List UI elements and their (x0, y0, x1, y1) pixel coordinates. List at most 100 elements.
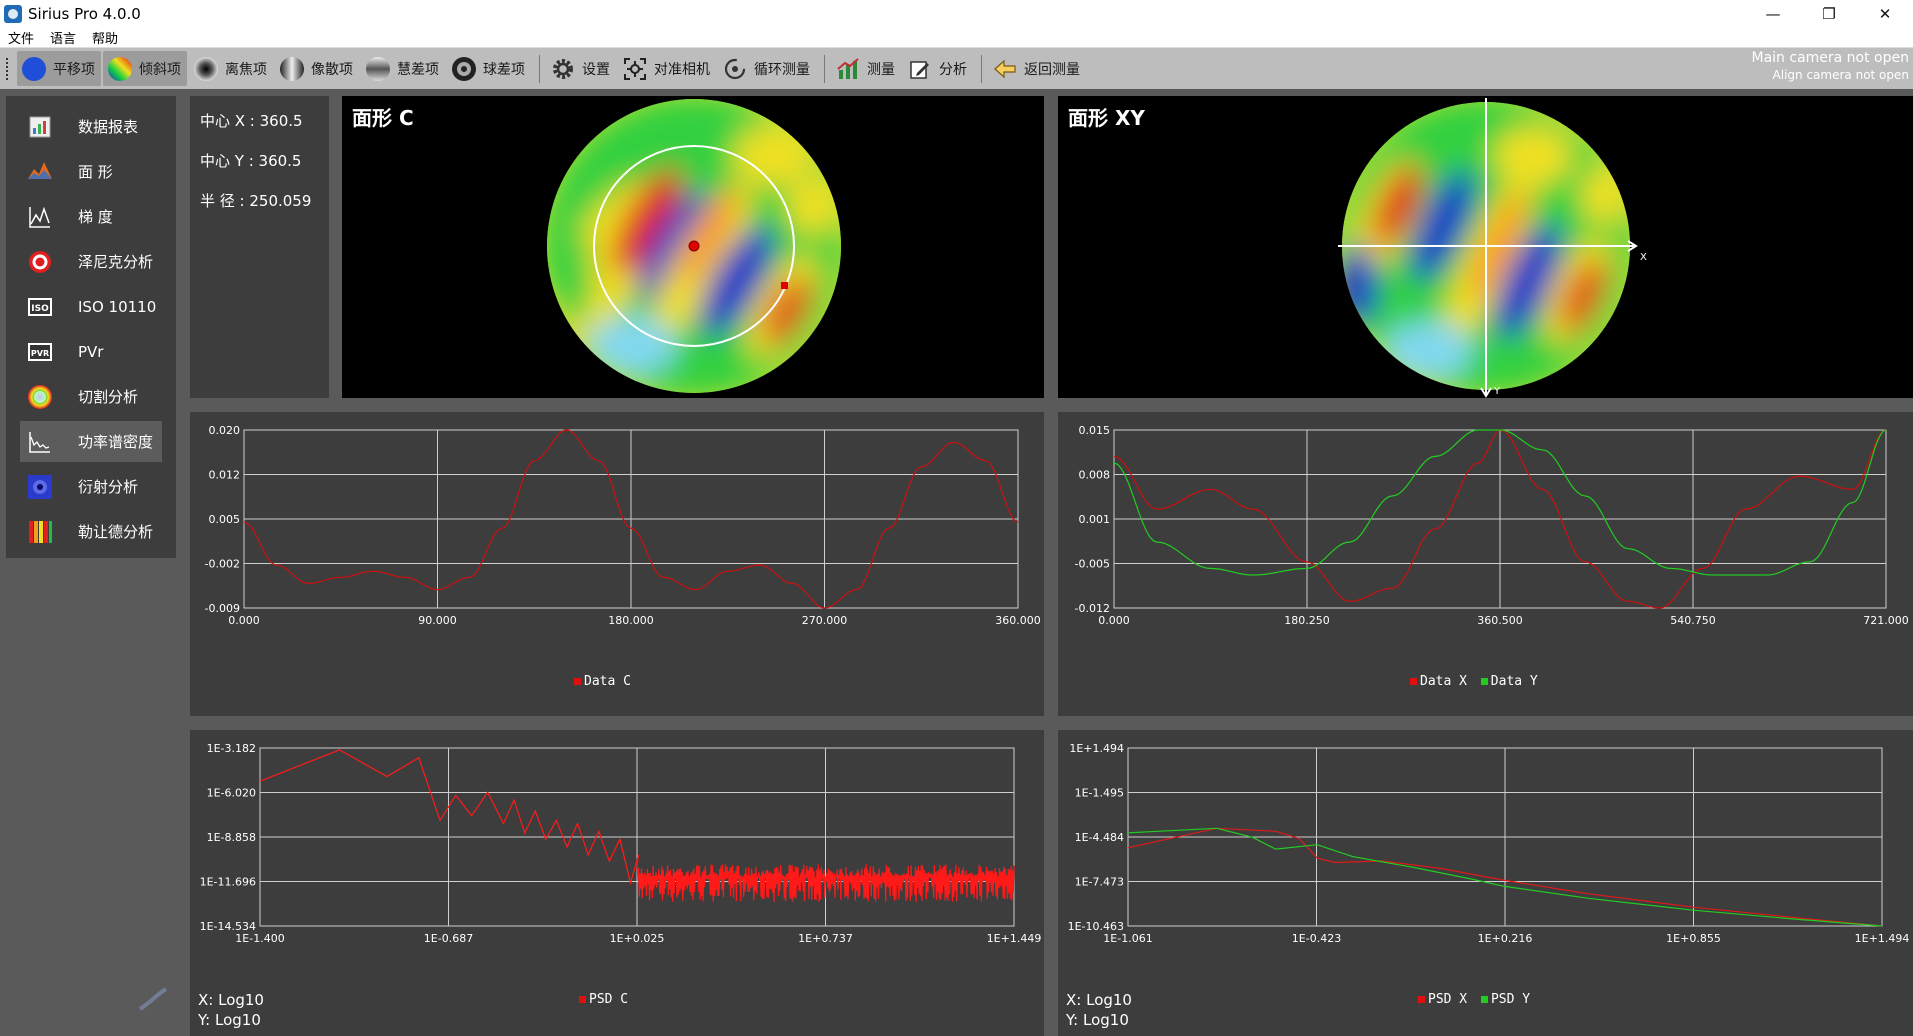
settings-button[interactable]: 设置 (546, 51, 616, 86)
back-measure-button[interactable]: 返回测量 (988, 51, 1086, 86)
psd-xy-chart-panel: 1E-1.061 1E-0.423 1E+0.216 1E+0.855 1E+1.494… (1058, 730, 1913, 1036)
back-measure-label: 返回测量 (1024, 61, 1080, 78)
center-marker[interactable] (688, 240, 700, 252)
x-log-label: X: Log10 (198, 991, 264, 1009)
window-controls: — ❐ ✕ (1745, 0, 1913, 28)
y-tick-label: 0.008 (1079, 469, 1111, 482)
app-logo-icon (4, 5, 22, 23)
y-tick-label: -0.009 (205, 602, 240, 615)
sidebar-item-legendre[interactable]: 勒让德分析 (20, 511, 162, 552)
y-tick-label: 1E-8.858 (207, 831, 256, 844)
camera-status: Main camera not open Align camera not op… (1752, 50, 1910, 82)
close-button[interactable]: ✕ (1878, 5, 1892, 23)
center-x-readout: 中心 X : 360.5 (200, 112, 303, 130)
sidebar-item-psd[interactable]: 功率谱密度 (20, 421, 162, 462)
analysis-button[interactable]: 分析 (903, 51, 973, 86)
y-tick-label: 1E-14.534 (200, 920, 256, 933)
series-line-psd-x (1127, 827, 1883, 927)
x-tick-label: 1E+1.494 (1855, 932, 1910, 945)
surface-map-c-title: 面形 C (352, 106, 414, 130)
measure-button[interactable]: 测量 (831, 51, 901, 86)
align-camera-label: 对准相机 (654, 61, 710, 78)
legendre-icon (26, 518, 54, 546)
coma-label: 慧差项 (397, 61, 439, 78)
x-tick-label: 1E+1.449 (987, 932, 1042, 945)
x-tick-label: 0.000 (1098, 614, 1130, 627)
minimize-button[interactable]: — (1765, 5, 1781, 23)
back-arrow-icon (992, 56, 1018, 82)
y-arrow-icon (1480, 387, 1492, 398)
psd-c-chart[interactable]: 1E-1.400 1E-0.687 1E+0.025 1E+0.737 1E+1.449… (190, 730, 1044, 1036)
menu-language[interactable]: 语言 (50, 32, 77, 47)
surface-map-xy[interactable]: X Y (1058, 96, 1913, 398)
crosshair-icon (622, 56, 648, 82)
sidebar-item-label: ISO 10110 (78, 297, 157, 316)
legend-swatch (1480, 996, 1488, 1003)
spherical-button[interactable]: 球差项 (447, 51, 531, 86)
defocus-label: 离焦项 (225, 61, 267, 78)
psd-c-chart-panel: 1E-1.400 1E-0.687 1E+0.025 1E+0.737 1E+1.449… (190, 730, 1044, 1036)
x-tick-label: 1E+0.737 (798, 932, 853, 945)
legend-label-psd-c: PSD C (589, 992, 629, 1007)
rainbow-circle-icon (107, 56, 133, 82)
defocus-button[interactable]: 离焦项 (189, 51, 273, 86)
sidebar-item-zernike[interactable]: 泽尼克分析 (20, 241, 162, 282)
y-tick-label: -0.002 (205, 558, 240, 571)
y-axis-marker: Y (1493, 386, 1501, 397)
restore-button[interactable]: ❐ (1822, 5, 1836, 23)
measure-icon (835, 56, 861, 82)
settings-label: 设置 (582, 61, 610, 78)
legend-swatch (574, 678, 581, 685)
sidebar-item-surface[interactable]: 面 形 (20, 151, 162, 192)
radius-handle[interactable] (781, 282, 788, 289)
align-camera-button[interactable]: 对准相机 (618, 51, 716, 86)
psd-xy-axis-labels: X: Log10 Y: Log10 (1066, 990, 1132, 1030)
sidebar-item-gradient[interactable]: 梯 度 (20, 196, 162, 237)
menu-help[interactable]: 帮助 (92, 32, 119, 47)
toolbar-grip[interactable] (6, 57, 9, 80)
sidebar-item-pvr[interactable]: PVR PVr (20, 331, 162, 372)
piston-button[interactable]: 平移项 (17, 51, 101, 86)
title-bar: Sirius Pro 4.0.0 — ❐ ✕ (0, 0, 1913, 28)
surface-map-c[interactable] (342, 96, 1044, 398)
coma-button[interactable]: 慧差项 (361, 51, 445, 86)
x-tick-label: 0.000 (228, 614, 260, 627)
y-tick-label: 0.001 (1079, 513, 1111, 526)
astigmatism-button[interactable]: 像散项 (275, 51, 359, 86)
y-tick-label: -0.012 (1075, 602, 1110, 615)
series-line-data-c (243, 429, 1019, 609)
menu-file[interactable]: 文件 (8, 32, 35, 47)
x-tick-label: 540.750 (1670, 614, 1716, 627)
psd-xy-chart[interactable]: 1E-1.061 1E-0.423 1E+0.216 1E+0.855 1E+1.494… (1058, 730, 1913, 1036)
legend-swatch (1480, 678, 1488, 685)
sidebar-item-label: 面 形 (78, 163, 113, 181)
tilt-button[interactable]: 倾斜项 (103, 51, 187, 86)
x-log-label: X: Log10 (1066, 991, 1132, 1009)
piston-label: 平移项 (53, 61, 95, 78)
profile-c-chart[interactable]: 0.000 90.000 180.000 270.000 360.000 0.020 0.0… (190, 412, 1044, 716)
x-tick-label: 360.000 (995, 614, 1041, 627)
sidebar-item-report[interactable]: 数据报表 (20, 106, 162, 147)
x-tick-label: 180.250 (1284, 614, 1330, 627)
svg-text:PVR: PVR (31, 349, 49, 358)
x-tick-label: 180.000 (608, 614, 654, 627)
x-tick-label: 270.000 (802, 614, 848, 627)
y-tick-label: 1E-6.020 (207, 787, 256, 800)
sidebar-item-label: 泽尼克分析 (78, 253, 154, 271)
coma-icon (365, 56, 391, 82)
toolbar: 平移项 倾斜项 离焦项 像散项 慧差项 (0, 48, 1913, 89)
sidebar-item-label: 衍射分析 (78, 478, 139, 496)
x-tick-label: 1E+0.025 (610, 932, 665, 945)
astigmatism-icon (279, 56, 305, 82)
cycle-measure-button[interactable]: 循环测量 (718, 51, 816, 86)
sidebar-item-iso[interactable]: ISO ISO 10110 (20, 286, 162, 327)
profile-c-legend: Data C (574, 674, 631, 689)
sidebar-item-cut[interactable]: 切割分析 (20, 376, 162, 417)
measure-label: 测量 (867, 61, 895, 78)
sidebar-item-diffraction[interactable]: 衍射分析 (20, 466, 162, 507)
legend-label-data-x: Data X (1420, 674, 1467, 689)
sidebar-item-label: 切割分析 (78, 388, 139, 406)
cycle-icon (722, 56, 748, 82)
profile-xy-chart[interactable]: 0.000 180.250 360.500 540.750 721.000 0.015 0.… (1058, 412, 1913, 716)
